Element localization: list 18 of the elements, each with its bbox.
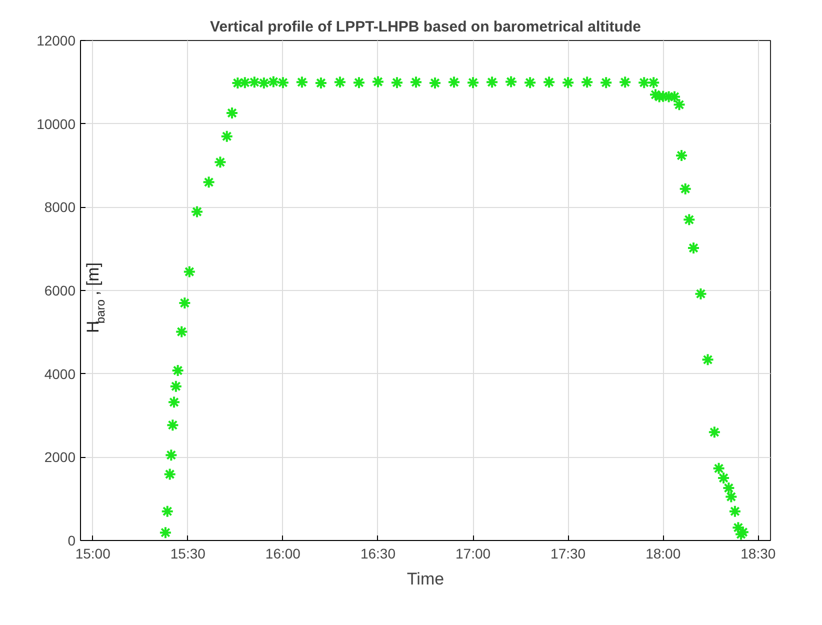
- y-tick-label: 8000: [44, 199, 76, 216]
- chart-title: Vertical profile of LPPT-LHPB based on barometrical altitude: [210, 18, 641, 36]
- y-tick-label: 2000: [44, 449, 76, 466]
- x-tick-label: 18:30: [740, 546, 776, 562]
- y-axis-title: Hbaro, [m]: [84, 262, 108, 333]
- x-axis-title: Time: [406, 570, 444, 588]
- x-tick-label: 17:30: [550, 546, 586, 562]
- y-tick-label: 0: [68, 532, 76, 548]
- x-tick-label: 15:00: [75, 546, 111, 562]
- x-tick-label: 16:00: [265, 546, 301, 562]
- y-tick-label: 12000: [36, 32, 76, 48]
- x-tick-label: 17:00: [456, 546, 491, 562]
- y-tick-label: 4000: [44, 366, 76, 382]
- x-tick-label: 16:30: [360, 546, 396, 562]
- x-tick-label: 18:00: [646, 546, 681, 562]
- y-tick-label: 10000: [36, 116, 76, 132]
- x-tick-label: 15:30: [170, 546, 206, 562]
- y-tick-label: 6000: [44, 282, 76, 298]
